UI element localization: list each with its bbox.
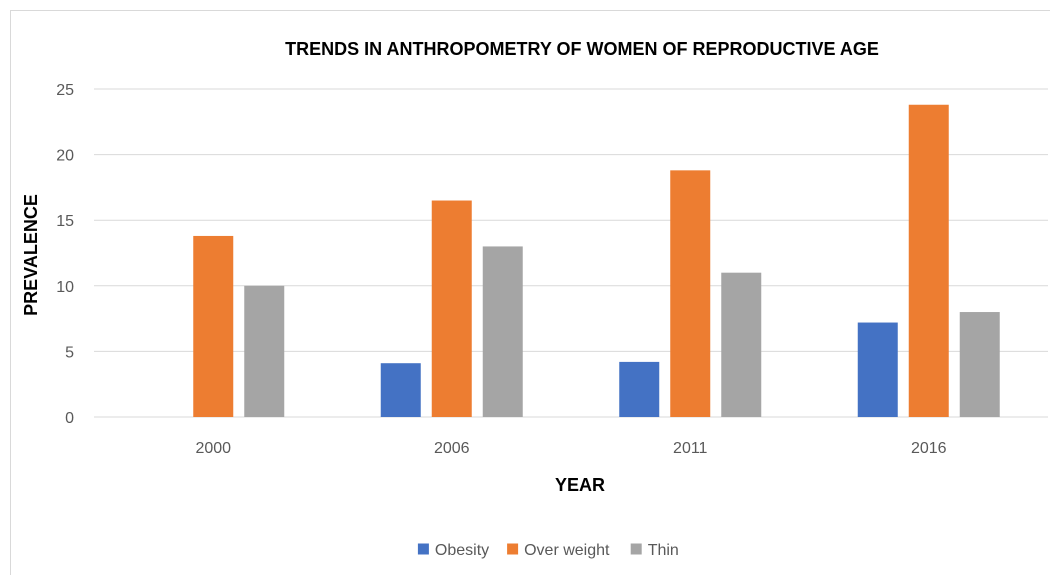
gridlines xyxy=(94,88,1048,418)
legend: Obesity Over weight Thin xyxy=(417,542,679,559)
y-tick-label: 15 xyxy=(56,213,74,230)
bar-thin-2011 xyxy=(721,272,762,417)
legend-label: Over weight xyxy=(524,542,610,559)
y-axis-ticks: 0 5 10 15 20 25 xyxy=(56,82,74,427)
legend-swatch xyxy=(630,543,642,555)
x-tick-label: 2006 xyxy=(434,440,470,457)
y-axis-title: PREVALENCE xyxy=(21,194,41,316)
bar-obesity-2006 xyxy=(380,363,421,417)
bar-over-weight-2016 xyxy=(908,104,949,417)
x-tick-label: 2016 xyxy=(911,440,947,457)
y-tick-label: 0 xyxy=(65,410,74,427)
legend-swatch xyxy=(507,543,519,555)
x-axis-title: YEAR xyxy=(555,475,605,495)
legend-label: Obesity xyxy=(435,542,489,559)
bar-over-weight-2006 xyxy=(431,200,472,417)
y-tick-label: 25 xyxy=(56,82,74,99)
x-tick-label: 2011 xyxy=(673,440,708,457)
bar-obesity-2016 xyxy=(857,322,898,417)
legend-item-obesity: Obesity xyxy=(417,542,489,559)
legend-item-over-weight: Over weight xyxy=(507,542,610,559)
bar-thin-2016 xyxy=(959,312,1000,417)
bars xyxy=(193,104,1000,417)
bar-obesity-2011 xyxy=(619,361,660,417)
y-tick-label: 20 xyxy=(56,148,74,165)
bar-thin-2006 xyxy=(482,246,523,417)
legend-item-thin: Thin xyxy=(630,542,679,559)
legend-label: Thin xyxy=(648,542,679,559)
y-tick-label: 5 xyxy=(65,344,74,361)
x-tick-label: 2000 xyxy=(195,440,231,457)
bar-over-weight-2000 xyxy=(193,235,234,417)
legend-swatch xyxy=(417,543,429,555)
x-axis-ticks: 2000 2006 2011 2016 xyxy=(195,440,946,457)
bar-thin-2000 xyxy=(244,285,285,417)
chart-area xyxy=(10,10,1050,575)
y-tick-label: 10 xyxy=(56,279,74,296)
bar-over-weight-2011 xyxy=(670,170,711,417)
chart-title: TRENDS IN ANTHROPOMETRY OF WOMEN OF REPR… xyxy=(285,39,879,59)
